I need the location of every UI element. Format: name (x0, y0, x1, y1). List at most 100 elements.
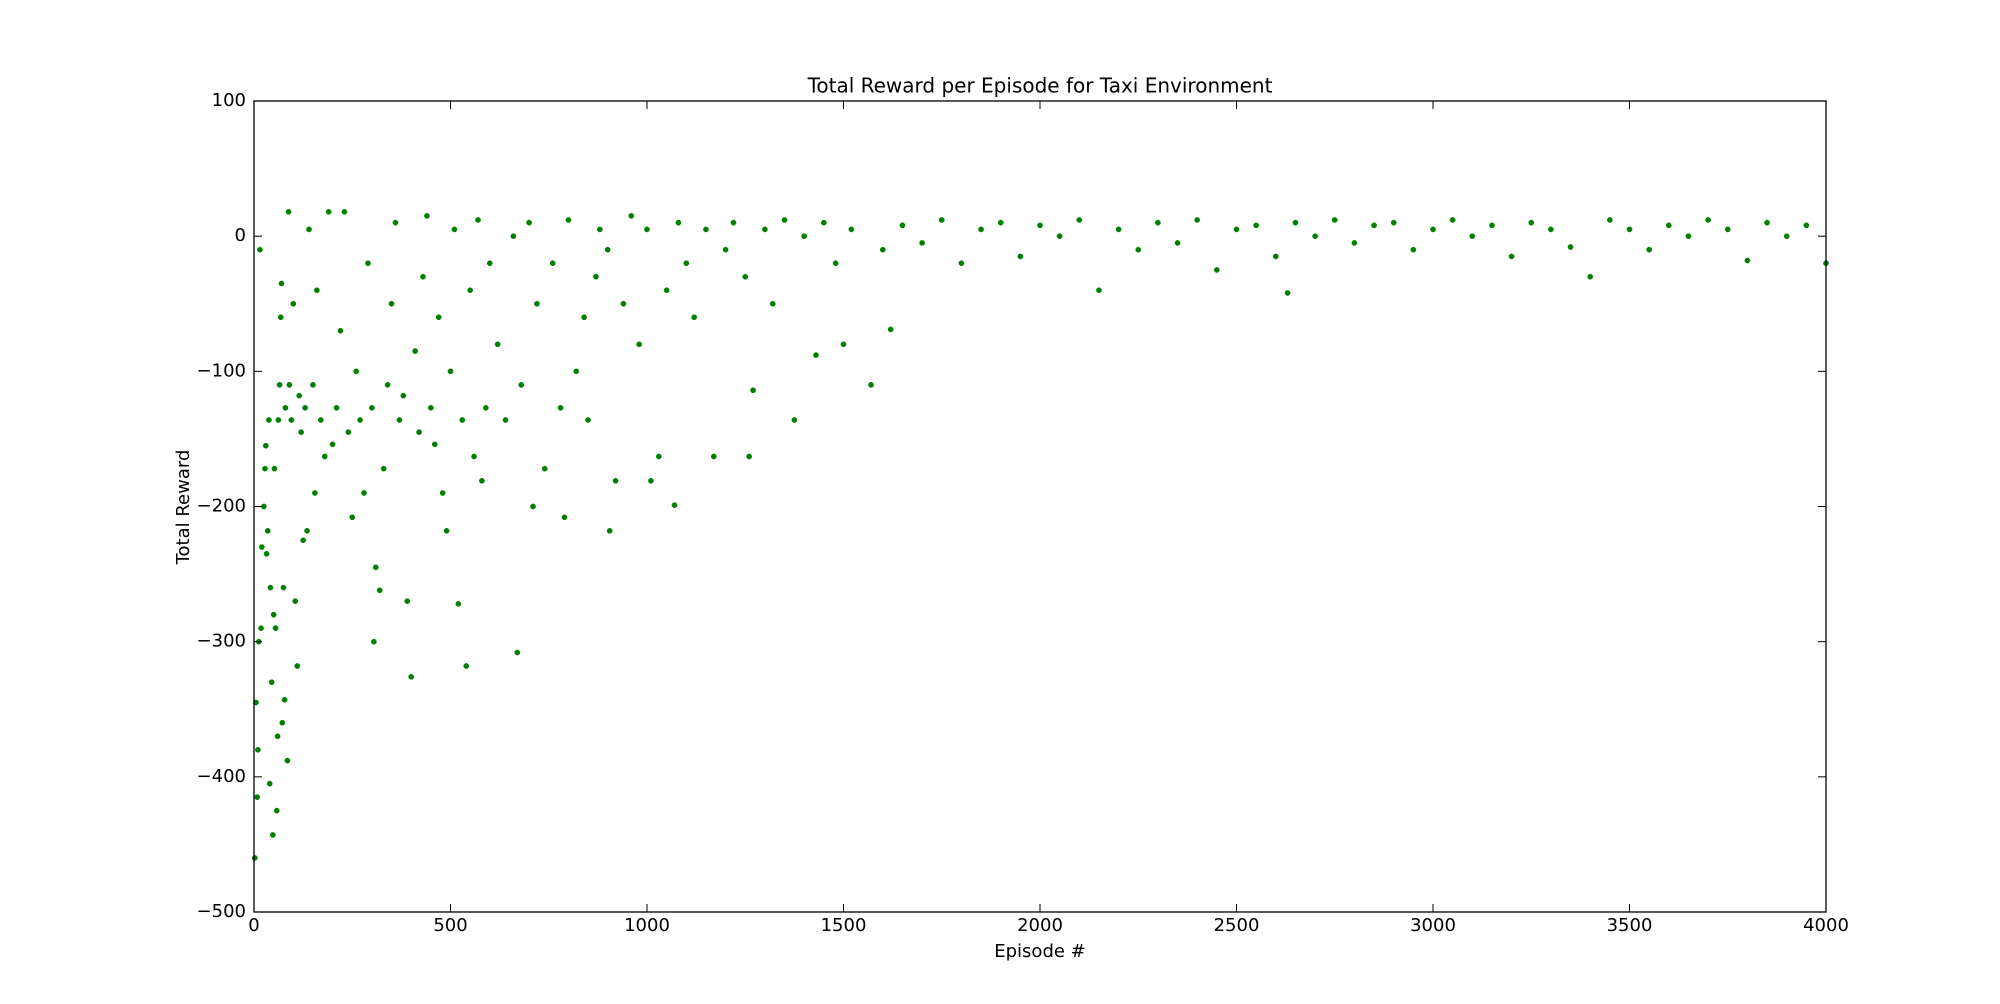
point (259, 544, 265, 550)
point (298, 429, 305, 436)
point (596, 226, 603, 233)
point (518, 382, 525, 388)
point (333, 404, 340, 411)
point (636, 341, 642, 348)
point (1017, 253, 1024, 260)
point (266, 417, 272, 423)
point (997, 219, 1004, 226)
point (604, 246, 611, 253)
point (1567, 244, 1574, 250)
x-tick-label: 2000 (1017, 915, 1063, 936)
point (264, 527, 271, 534)
point (312, 490, 318, 496)
y-tick-label: −200 (197, 496, 246, 517)
x-tick-label: 0 (248, 915, 259, 936)
point (349, 514, 356, 521)
point (459, 417, 466, 423)
point (722, 246, 729, 253)
point (274, 733, 281, 740)
point (475, 217, 481, 223)
point (1646, 246, 1653, 253)
point (317, 417, 324, 423)
x-axis-label: Episode # (994, 941, 1086, 962)
x-tick-label: 500 (433, 915, 467, 936)
point (762, 226, 768, 233)
point (270, 611, 277, 618)
point (288, 417, 295, 423)
point (561, 514, 568, 521)
point (1284, 290, 1291, 296)
point (534, 300, 540, 307)
point (1410, 246, 1417, 253)
point (428, 404, 434, 411)
point (978, 226, 984, 233)
point (879, 246, 886, 253)
point (848, 226, 855, 233)
point (345, 429, 352, 436)
point (275, 417, 282, 423)
point (502, 417, 509, 423)
point (1724, 226, 1731, 233)
point (1214, 267, 1220, 273)
point (1528, 219, 1535, 226)
point (376, 587, 383, 594)
y-tick-label: −400 (197, 766, 246, 787)
point (620, 300, 627, 307)
point (271, 465, 278, 472)
point (254, 794, 260, 800)
point (541, 465, 548, 472)
point (1744, 257, 1751, 264)
point (1803, 222, 1810, 229)
point (675, 219, 682, 226)
point (1783, 233, 1790, 240)
point (435, 314, 442, 321)
point (581, 314, 587, 321)
point (451, 226, 458, 233)
point (467, 287, 473, 294)
point (628, 213, 635, 219)
point (416, 429, 422, 436)
x-tick-label: 3000 (1410, 915, 1456, 936)
y-tick-label: −100 (197, 360, 246, 381)
point (400, 392, 407, 399)
point (357, 417, 363, 423)
point (279, 719, 286, 726)
point (285, 208, 292, 215)
point (612, 477, 619, 484)
point (483, 404, 489, 411)
point (530, 503, 536, 510)
point (1331, 217, 1338, 223)
point (306, 226, 312, 233)
point (276, 382, 283, 388)
point (304, 527, 310, 534)
point (321, 453, 328, 460)
point (494, 341, 501, 348)
point (742, 273, 749, 280)
point (510, 233, 517, 240)
point (655, 453, 662, 460)
point (266, 780, 273, 787)
point (526, 219, 532, 226)
point (369, 404, 375, 411)
x-tick-label: 3500 (1607, 915, 1653, 936)
point (443, 527, 450, 534)
point (750, 387, 756, 394)
point (257, 246, 263, 253)
point (514, 649, 521, 656)
point (300, 537, 306, 544)
point (1390, 219, 1397, 226)
point (258, 625, 264, 632)
point (1449, 217, 1456, 223)
point (420, 273, 426, 280)
point (290, 300, 297, 307)
x-tick-label: 1500 (821, 915, 867, 936)
point (1292, 219, 1299, 226)
y-tick-label: 0 (235, 225, 246, 246)
y-tick-label: −300 (197, 631, 246, 652)
point (585, 417, 591, 423)
point (262, 442, 269, 449)
point (302, 404, 308, 411)
